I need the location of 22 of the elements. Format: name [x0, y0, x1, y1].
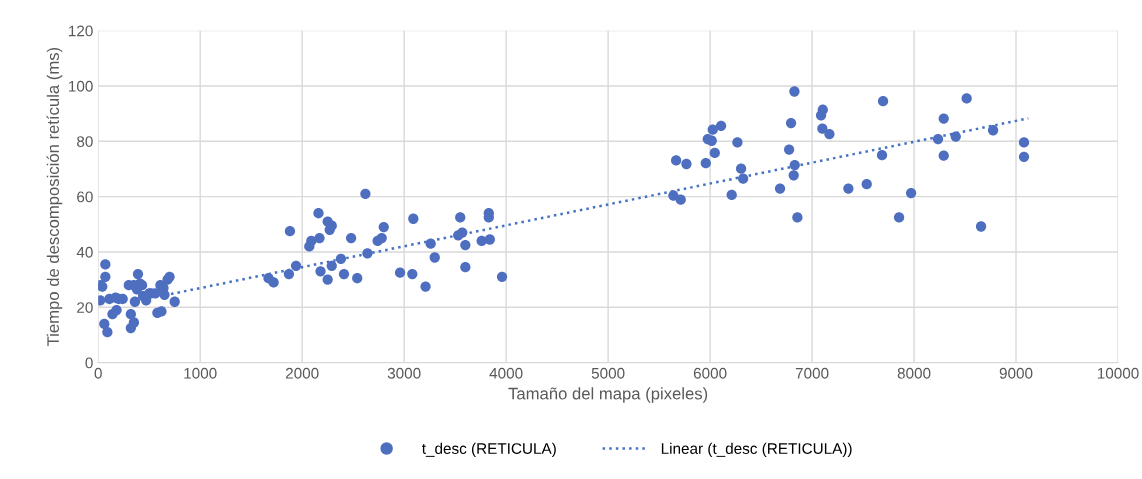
x-tick-label: 0 [94, 367, 102, 379]
x-tick-label: 8000 [897, 367, 931, 379]
y-tick-label: 80 [77, 136, 93, 147]
x-tick-label: 6000 [693, 367, 727, 379]
y-tick-label: 0 [85, 357, 93, 369]
x-tick-label: 3000 [387, 367, 421, 379]
y-tick-label: 60 [77, 191, 93, 203]
y-tick-label: 100 [69, 80, 93, 92]
x-axis-title: Tamaño del mapa (pixeles) [508, 387, 708, 403]
x-tick-label: 1000 [184, 367, 217, 379]
x-tick-label: 5000 [591, 367, 625, 379]
y-tick-label: 120 [69, 25, 93, 37]
x-tick-label: 2000 [285, 367, 319, 379]
x-tick-label: 4000 [489, 367, 523, 379]
x-tick-label: 10000 [1097, 367, 1139, 379]
y-tick-label: 40 [76, 246, 93, 258]
legend-label: Linear (t_desc (RETICULA)) [661, 442, 852, 457]
y-tick-label: 20 [77, 302, 93, 313]
x-tick-label: 9000 [999, 367, 1033, 379]
x-tick-label: 7000 [795, 367, 829, 379]
legend-label: t_desc (RETICULA) [422, 442, 556, 457]
y-axis-title: Tiempo de descomposición retícula (ms) [46, 47, 63, 346]
